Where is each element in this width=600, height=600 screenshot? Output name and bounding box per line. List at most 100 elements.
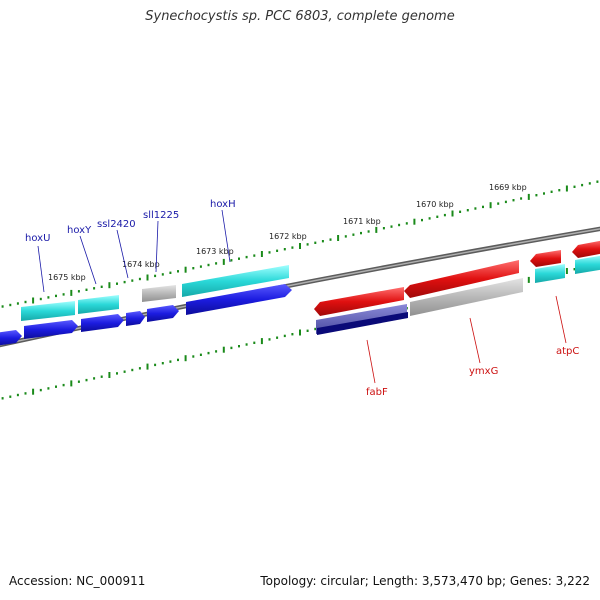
- major-tick: [260, 251, 263, 257]
- minor-tick: [177, 270, 179, 273]
- minor-tick: [207, 351, 210, 355]
- gene-feature[interactable]: [78, 295, 119, 314]
- minor-tick: [390, 225, 393, 228]
- major-tick: [375, 226, 378, 233]
- accession-text: Accession: NC_000911: [9, 574, 146, 588]
- minor-tick: [62, 293, 65, 296]
- minor-tick: [436, 215, 439, 218]
- minor-tick: [306, 243, 309, 246]
- minor-tick: [207, 263, 210, 267]
- minor-tick: [276, 336, 279, 339]
- minor-tick: [116, 282, 118, 285]
- minor-tick: [253, 341, 256, 344]
- minor-tick: [169, 360, 172, 363]
- cds-feature[interactable]: [186, 284, 292, 315]
- major-tick: [222, 346, 225, 353]
- minor-tick: [314, 327, 317, 331]
- tick-label-1671: 1671 kbp: [343, 217, 381, 226]
- minor-tick: [93, 377, 96, 380]
- minor-tick: [93, 287, 96, 290]
- cds-feature[interactable]: [0, 330, 22, 346]
- minor-tick: [291, 333, 294, 336]
- minor-tick: [47, 387, 50, 390]
- major-tick: [146, 274, 149, 281]
- major-tick: [451, 210, 454, 217]
- cds-feature[interactable]: [530, 250, 561, 267]
- cds-feature[interactable]: [572, 240, 600, 258]
- minor-tick: [39, 297, 42, 301]
- minor-tick: [474, 207, 477, 210]
- minor-tick: [9, 303, 12, 307]
- cds-feature[interactable]: [404, 260, 519, 298]
- gene-feature[interactable]: [535, 264, 565, 283]
- minor-tick: [459, 210, 462, 213]
- cds-feature[interactable]: [126, 311, 145, 326]
- major-tick: [565, 268, 568, 274]
- minor-tick: [276, 249, 279, 252]
- gene-label-ymxG[interactable]: ymxG: [469, 366, 498, 377]
- gene-feature[interactable]: [317, 312, 408, 335]
- minor-tick: [573, 185, 576, 188]
- minor-tick: [138, 367, 141, 370]
- minor-tick: [245, 343, 248, 346]
- gene-label-hoxU[interactable]: hoxU: [25, 233, 50, 244]
- minor-tick: [24, 392, 27, 395]
- minor-tick: [291, 246, 294, 249]
- gene-label-sll1225[interactable]: sll1225: [143, 210, 179, 221]
- gene-feature[interactable]: [575, 255, 600, 274]
- minor-tick: [268, 338, 271, 341]
- minor-tick: [1, 305, 4, 308]
- minor-tick: [382, 227, 385, 230]
- minor-tick: [177, 358, 179, 362]
- minor-tick: [123, 370, 126, 373]
- gene-feature[interactable]: [21, 301, 75, 321]
- forward-gene-track: [21, 255, 600, 321]
- gene-label-ssl2420[interactable]: ssl2420: [97, 219, 136, 230]
- reverse-cds-track: [314, 240, 600, 316]
- minor-tick: [123, 280, 126, 284]
- minor-tick: [428, 217, 431, 220]
- minor-tick: [161, 362, 164, 365]
- gene-label-hoxH[interactable]: hoxH: [210, 199, 236, 210]
- reverse-gene-track: [316, 278, 523, 335]
- tick-label-1669: 1669 kbp: [489, 183, 527, 192]
- minor-tick: [199, 265, 202, 268]
- minor-tick: [360, 231, 362, 235]
- minor-tick: [283, 334, 286, 338]
- minor-tick: [588, 182, 591, 185]
- tick-label-1675: 1675 kbp: [48, 273, 86, 282]
- minor-tick: [482, 205, 484, 209]
- gene-label-atpC[interactable]: atpC: [556, 346, 579, 357]
- forward-cds-track: [0, 284, 292, 346]
- tick-label-1670: 1670 kbp: [416, 200, 454, 209]
- minor-tick: [131, 368, 134, 372]
- gene-feature[interactable]: [182, 265, 289, 297]
- minor-tick: [55, 385, 57, 388]
- minor-tick: [77, 290, 80, 293]
- major-tick: [527, 193, 530, 200]
- gene-label-fabF[interactable]: fabF: [366, 387, 388, 398]
- pseudo-feature[interactable]: [410, 278, 523, 316]
- minor-tick: [543, 192, 545, 195]
- minor-tick: [352, 233, 355, 236]
- cds-feature[interactable]: [147, 305, 179, 322]
- major-tick: [337, 235, 340, 241]
- gene-labels: hoxU hoxY ssl2420 sll1225 hoxH fabF ymxG…: [25, 199, 579, 398]
- pseudo-feature[interactable]: [142, 285, 176, 302]
- minor-tick: [504, 200, 507, 204]
- minor-tick: [405, 222, 408, 225]
- cds-feature[interactable]: [24, 320, 78, 339]
- tick-labels: 1675 kbp 1674 kbp 1673 kbp 1672 kbp 1671…: [48, 183, 527, 282]
- minor-tick: [39, 388, 42, 392]
- cds-feature[interactable]: [314, 287, 404, 316]
- major-tick: [222, 258, 225, 265]
- cds-feature[interactable]: [81, 314, 124, 332]
- topology-text: Topology: circular; Length: 3,573,470 bp…: [260, 574, 590, 588]
- gene-label-hoxY[interactable]: hoxY: [67, 225, 92, 236]
- minor-tick: [161, 273, 164, 276]
- minor-tick: [9, 395, 12, 398]
- outer-tick-ring: [1, 180, 599, 308]
- minor-tick: [138, 277, 141, 281]
- minor-tick: [573, 268, 576, 271]
